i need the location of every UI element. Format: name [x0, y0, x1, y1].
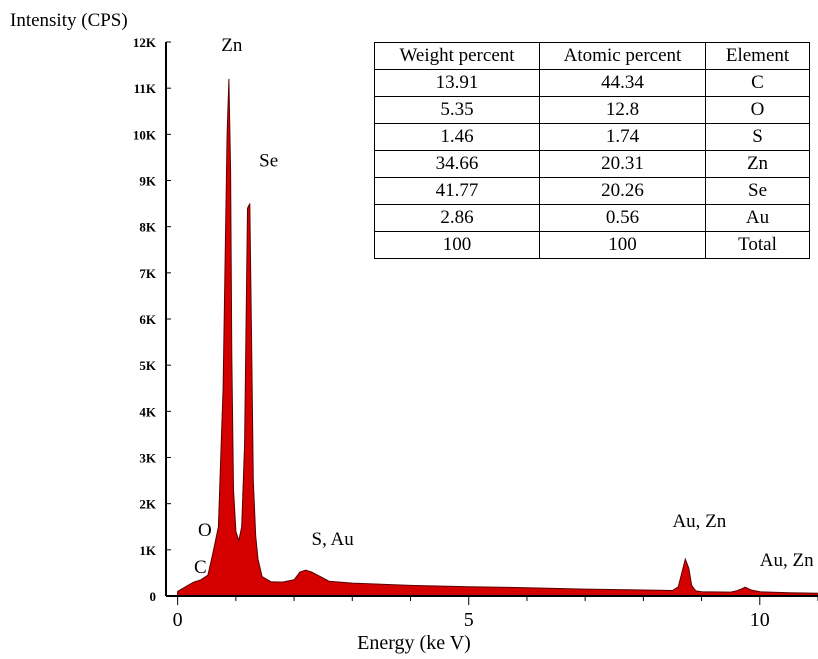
- peak-label: S, Au: [312, 529, 355, 550]
- y-tick-label: 5K: [139, 358, 157, 373]
- y-tick-label: 10K: [133, 127, 157, 142]
- y-tick-label: 3K: [139, 451, 157, 466]
- y-tick-label: 6K: [139, 312, 157, 327]
- y-axis-label: Intensity (CPS): [10, 10, 128, 31]
- table-row: 13.91 44.34 C: [374, 69, 810, 97]
- table-cell: C: [705, 69, 810, 97]
- table-row: 41.77 20.26 Se: [374, 177, 810, 205]
- table-cell: 20.31: [539, 150, 706, 178]
- table-header-element: Element: [705, 42, 810, 70]
- table-row: 34.66 20.31 Zn: [374, 150, 810, 178]
- table-header-row: Weight percent Atomic percent Element: [374, 42, 810, 70]
- peak-label: Se: [259, 151, 278, 172]
- table-header-atomic: Atomic percent: [539, 42, 706, 70]
- table-cell: 0.56: [539, 204, 706, 232]
- x-tick-label: 5: [464, 609, 474, 631]
- peak-label: O: [198, 520, 212, 541]
- y-tick-label: 12K: [133, 35, 157, 50]
- y-tick-label: 7K: [139, 266, 157, 281]
- table-cell: 2.86: [374, 204, 540, 232]
- peak-label: C: [194, 557, 207, 578]
- table-cell: 41.77: [374, 177, 540, 205]
- table-cell: 44.34: [539, 69, 706, 97]
- y-tick-label: 11K: [134, 81, 157, 96]
- table-cell: 1.74: [539, 123, 706, 151]
- y-tick-label: 2K: [139, 497, 157, 512]
- table-cell: Se: [705, 177, 810, 205]
- x-tick-label: 0: [173, 609, 183, 631]
- table-cell: Au: [705, 204, 810, 232]
- table-cell: 1.46: [374, 123, 540, 151]
- table-cell: 34.66: [374, 150, 540, 178]
- table-row: 2.86 0.56 Au: [374, 204, 810, 232]
- table-row: 5.35 12.8 O: [374, 96, 810, 124]
- y-tick-label: 0: [150, 589, 157, 604]
- composition-table: Weight percent Atomic percent Element 13…: [374, 42, 810, 259]
- table-cell: 5.35: [374, 96, 540, 124]
- y-tick-label: 1K: [139, 543, 157, 558]
- peak-label: Au, Zn: [760, 550, 814, 571]
- y-tick-label: 4K: [139, 404, 157, 419]
- table-cell: 100: [374, 231, 540, 259]
- peak-label: Au, Zn: [672, 511, 726, 532]
- table-cell: Total: [705, 231, 810, 259]
- table-row: 1.46 1.74 S: [374, 123, 810, 151]
- table-cell: O: [705, 96, 810, 124]
- peak-label: Zn: [221, 35, 243, 56]
- table-header-weight: Weight percent: [374, 42, 540, 70]
- table-cell: 12.8: [539, 96, 706, 124]
- table-cell: S: [705, 123, 810, 151]
- table-cell: 13.91: [374, 69, 540, 97]
- x-tick-label: 10: [750, 609, 770, 631]
- table-cell: Zn: [705, 150, 810, 178]
- table-cell: 100: [539, 231, 706, 259]
- table-row: 100 100 Total: [374, 231, 810, 259]
- spectrum-area-0: [177, 78, 818, 597]
- y-tick-label: 9K: [139, 174, 157, 189]
- table-cell: 20.26: [539, 177, 706, 205]
- y-tick-label: 8K: [139, 220, 157, 235]
- x-axis-label: Energy (ke V): [357, 632, 471, 654]
